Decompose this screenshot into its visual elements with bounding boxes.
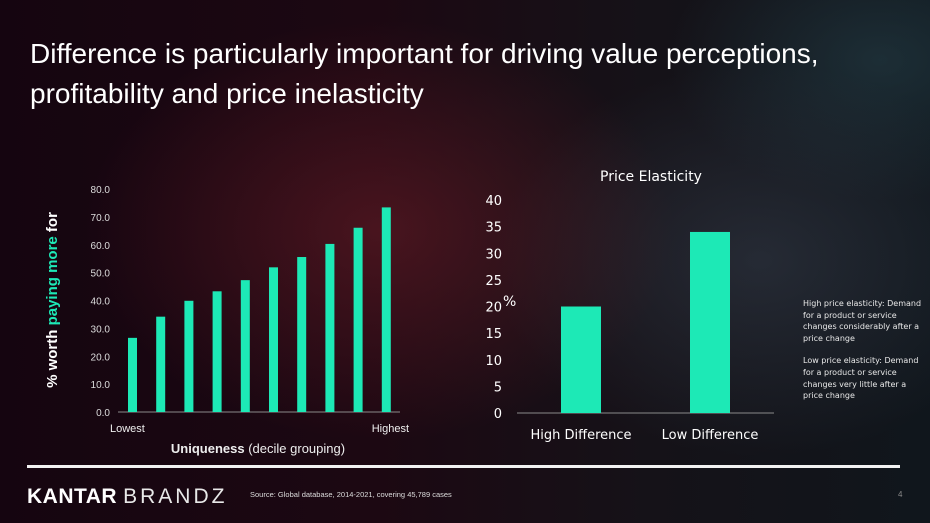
note-high-elasticity: High price elasticity: Demand for a prod… [803,299,922,343]
x-category-label: High Difference [530,428,631,443]
uniqueness-chart: 0.0 10.0 20.0 30.0 40.0 50.0 60.0 70.0 80.0 Lowes… [44,185,409,456]
bar-decile-9 [353,227,363,412]
y-tick-label: 40.0 [91,297,111,308]
y-axis-title: % worth paying more for [44,212,61,388]
y-tick-label: 35 [485,221,502,236]
bar-low-difference [690,231,730,413]
x-label-lowest: Lowest [110,423,145,435]
bar-decile-6 [269,267,278,412]
bar-decile-1 [128,337,137,412]
y-tick-label: 70.0 [91,213,111,224]
y-tick-label: 30 [485,247,502,262]
y-tick-label: 15 [485,327,502,342]
y-axis-title-part: paying more [44,236,61,325]
y-axis-unit: % [503,294,516,310]
price-elasticity-chart: Price Elasticity 0 5 10 15 20 25 30 35 40% High Di… [485,169,774,443]
x-axis-title: Uniqueness (decile grouping) [171,441,345,456]
bar-decile-7 [297,257,307,412]
y-tick-label: 50.0 [91,269,111,280]
y-tick-label: 30.0 [91,324,111,335]
page-number: 4 [898,490,903,499]
note-low-elasticity: Low price elasticity: Demand for a produ… [803,356,919,401]
bar-high-difference [561,306,601,413]
bar-decile-8 [325,243,335,412]
x-axis-title-bold: Uniqueness [171,441,245,456]
y-axis-title-part: % worth [44,325,61,388]
y-tick-label: 0 [494,407,502,422]
y-tick-label: 5 [494,380,502,395]
bar-decile-10 [381,207,391,412]
y-tick-label: 20 [485,301,502,316]
y-tick-label: 60.0 [91,241,111,252]
bar-decile-2 [156,316,166,412]
y-axis-title-part: for [44,212,61,236]
bar-decile-5 [240,280,250,412]
slide-title: Difference is particularly important for… [30,38,819,109]
kantar-brandz-logo: KANTAR BRANDZ [27,485,227,509]
chart-title: Price Elasticity [600,169,702,185]
y-tick-label: 80.0 [91,185,111,196]
y-tick-label: 20.0 [91,352,111,363]
logo-word-brandz: BRANDZ [123,485,228,508]
y-tick-label: 25 [485,274,502,289]
x-axis-title-rest: (decile grouping) [245,441,345,456]
y-tick-label: 10.0 [91,380,111,391]
elasticity-notes: High price elasticity: Demand for a prod… [803,298,923,413]
footer-divider [27,465,900,468]
bar-decile-4 [212,291,222,412]
bar-decile-3 [184,300,194,412]
x-label-highest: Highest [372,423,409,435]
source-note: Source: Global database, 2014-2021, cove… [250,490,452,499]
y-tick-label: 0.0 [96,408,110,419]
y-tick-label: 10 [485,354,502,369]
logo-word-kantar: KANTAR [27,485,118,508]
x-category-label: Low Difference [662,428,759,443]
y-tick-label: 40 [485,194,502,209]
